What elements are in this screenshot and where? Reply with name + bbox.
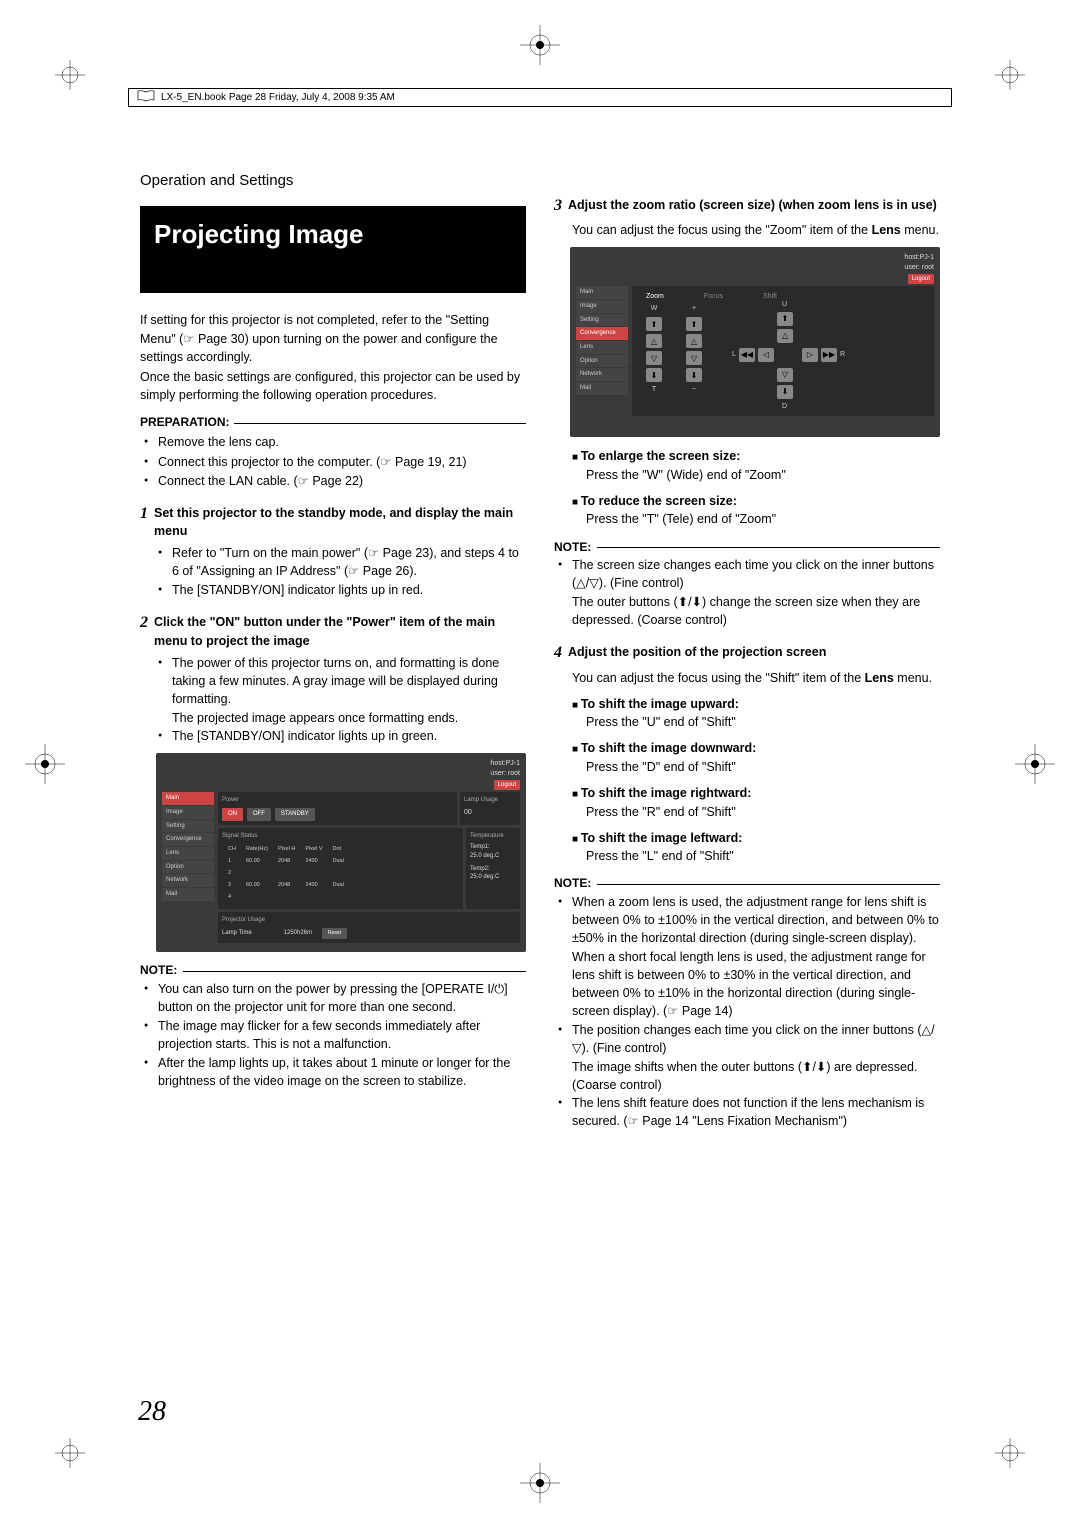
list-item: Remove the lens cap. [158,433,526,451]
list-item: Refer to "Turn on the main power" (☞ Pag… [172,544,526,580]
intro-p2: Once the basic settings are configured, … [140,368,526,404]
crop-mark [25,744,65,784]
note-heading: NOTE: [554,539,940,556]
crop-mark [55,60,85,90]
shift-heading: To shift the image upward: [572,695,940,714]
sidebar-item[interactable]: Setting [576,314,628,327]
intro-p1: If setting for this projector is not com… [140,311,526,365]
shift-heading: To shift the image rightward: [572,784,940,803]
sidebar-item[interactable]: Convergence [162,833,214,846]
power-off-button[interactable]: OFF [247,808,271,821]
focus-minus-inner[interactable]: ▽ [686,351,702,365]
zoom-tab[interactable]: Zoom [646,292,664,302]
step2-cont: The projected image appears once formatt… [140,709,526,727]
note-heading: NOTE: [140,962,526,979]
zoom-wide-inner[interactable]: △ [646,334,662,348]
main-menu-screenshot: host:PJ-1 user: root Logout MainImageSet… [156,753,526,952]
crop-mark [520,1463,560,1503]
step4-heading: 4 Adjust the position of the projection … [554,641,940,664]
sidebar-item[interactable]: Setting [162,820,214,833]
reduce-heading: To reduce the screen size: [572,492,940,511]
crop-mark [1015,744,1055,784]
shift-up-outer[interactable]: ⬆ [777,312,793,326]
list-item: After the lamp lights up, it takes about… [158,1054,526,1090]
enlarge-heading: To enlarge the screen size: [572,447,940,466]
step3-heading: 3 Adjust the zoom ratio (screen size) (w… [554,194,940,217]
shift-up-inner[interactable]: △ [777,329,793,343]
focus-minus-outer[interactable]: ⬇ [686,368,702,382]
sidebar-item[interactable]: Image [162,806,214,819]
zoom-wide-outer[interactable]: ⬆ [646,317,662,331]
sidebar-item[interactable]: Option [162,861,214,874]
list-item: The lens shift feature does not function… [572,1094,940,1130]
shift-down-inner[interactable]: ▽ [777,368,793,382]
sidebar-item[interactable]: Mail [576,382,628,395]
focus-plus-outer[interactable]: ⬆ [686,317,702,331]
standby-button[interactable]: STANDBY [275,808,315,821]
zoom-tele-inner[interactable]: ▽ [646,351,662,365]
shift-down-outer[interactable]: ⬇ [777,385,793,399]
list-item: The power of this projector turns on, an… [172,654,526,708]
sidebar-item[interactable]: Option [576,355,628,368]
shift-tab[interactable]: Shift [763,292,777,302]
list-item: Connect this projector to the computer. … [158,453,526,471]
header-text: LX-5_EN.book Page 28 Friday, July 4, 200… [161,92,395,103]
lens-menu-screenshot: host:PJ-1 user: root Logout MainImageSet… [570,247,940,437]
preparation-heading: PREPARATION: [140,414,526,431]
sidebar-item[interactable]: Mail [162,888,214,901]
focus-tab[interactable]: Focus [704,292,723,302]
step2-heading: 2 Click the "ON" button under the "Power… [140,611,526,649]
crop-mark [995,60,1025,90]
list-item: You can also turn on the power by pressi… [158,980,526,1016]
title-block: Projecting Image [140,206,526,294]
sidebar-item[interactable]: Main [576,286,628,299]
list-item: The [STANDBY/ON] indicator lights up in … [172,581,526,599]
sidebar-item[interactable]: Convergence [576,327,628,340]
prep-list: Remove the lens cap. Connect this projec… [140,433,526,489]
crop-mark [55,1438,85,1468]
main-title: Projecting Image [154,216,512,254]
sidebar-item[interactable]: Network [162,874,214,887]
sidebar-item[interactable]: Image [576,300,628,313]
sidebar-item[interactable]: Lens [162,847,214,860]
note-heading: NOTE: [554,875,940,892]
reset-button[interactable]: Reset [322,928,347,939]
step1-heading: 1 Set this projector to the standby mode… [140,502,526,540]
sidebar-item[interactable]: Lens [576,341,628,354]
list-item: The position changes each time you click… [572,1021,940,1057]
sidebar-item[interactable]: Main [162,792,214,805]
shift-right-outer[interactable]: ▶▶ [821,348,837,362]
shift-left-inner[interactable]: ◁ [758,348,774,362]
logout-button[interactable]: Logout [494,780,520,791]
crop-mark [520,25,560,65]
section-title: Operation and Settings [140,170,526,192]
list-item: When a zoom lens is used, the adjustment… [572,893,940,947]
shift-heading: To shift the image downward: [572,739,940,758]
list-item: The [STANDBY/ON] indicator lights up in … [172,727,526,745]
list-item: Connect the LAN cable. (☞ Page 22) [158,472,526,490]
list-item: The image may flicker for a few seconds … [158,1017,526,1053]
book-icon [137,90,155,105]
logout-button[interactable]: Logout [908,274,934,285]
page-number: 28 [138,1396,166,1428]
power-on-button[interactable]: ON [222,808,243,821]
zoom-tele-outer[interactable]: ⬇ [646,368,662,382]
shift-right-inner[interactable]: ▷ [802,348,818,362]
page-header: LX-5_EN.book Page 28 Friday, July 4, 200… [128,88,952,107]
crop-mark [995,1438,1025,1468]
list-item: The screen size changes each time you cl… [572,556,940,592]
focus-plus-inner[interactable]: △ [686,334,702,348]
sidebar-item[interactable]: Network [576,368,628,381]
shift-left-outer[interactable]: ◀◀ [739,348,755,362]
shift-heading: To shift the image leftward: [572,829,940,848]
